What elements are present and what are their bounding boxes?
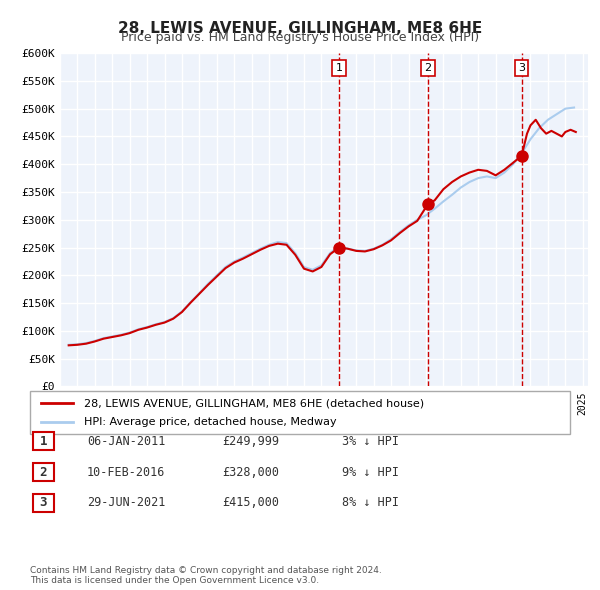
Text: HPI: Average price, detached house, Medway: HPI: Average price, detached house, Medw… <box>84 417 337 427</box>
Text: 8% ↓ HPI: 8% ↓ HPI <box>342 496 399 509</box>
Text: 10-FEB-2016: 10-FEB-2016 <box>87 466 166 478</box>
Text: Contains HM Land Registry data © Crown copyright and database right 2024.
This d: Contains HM Land Registry data © Crown c… <box>30 566 382 585</box>
Text: Price paid vs. HM Land Registry's House Price Index (HPI): Price paid vs. HM Land Registry's House … <box>121 31 479 44</box>
Text: £328,000: £328,000 <box>222 466 279 478</box>
Text: £415,000: £415,000 <box>222 496 279 509</box>
Text: 3% ↓ HPI: 3% ↓ HPI <box>342 435 399 448</box>
Text: 3: 3 <box>518 63 525 73</box>
Text: 29-JUN-2021: 29-JUN-2021 <box>87 496 166 509</box>
Text: 3: 3 <box>40 496 47 509</box>
Text: 9% ↓ HPI: 9% ↓ HPI <box>342 466 399 478</box>
Text: £249,999: £249,999 <box>222 435 279 448</box>
Text: 1: 1 <box>335 63 343 73</box>
FancyBboxPatch shape <box>33 432 54 450</box>
FancyBboxPatch shape <box>33 494 54 512</box>
Text: 1: 1 <box>40 435 47 448</box>
Text: 28, LEWIS AVENUE, GILLINGHAM, ME8 6HE (detached house): 28, LEWIS AVENUE, GILLINGHAM, ME8 6HE (d… <box>84 398 424 408</box>
Text: 28, LEWIS AVENUE, GILLINGHAM, ME8 6HE: 28, LEWIS AVENUE, GILLINGHAM, ME8 6HE <box>118 21 482 35</box>
Text: 2: 2 <box>40 466 47 478</box>
FancyBboxPatch shape <box>30 391 570 434</box>
Text: 2: 2 <box>424 63 431 73</box>
Text: 06-JAN-2011: 06-JAN-2011 <box>87 435 166 448</box>
FancyBboxPatch shape <box>33 463 54 481</box>
